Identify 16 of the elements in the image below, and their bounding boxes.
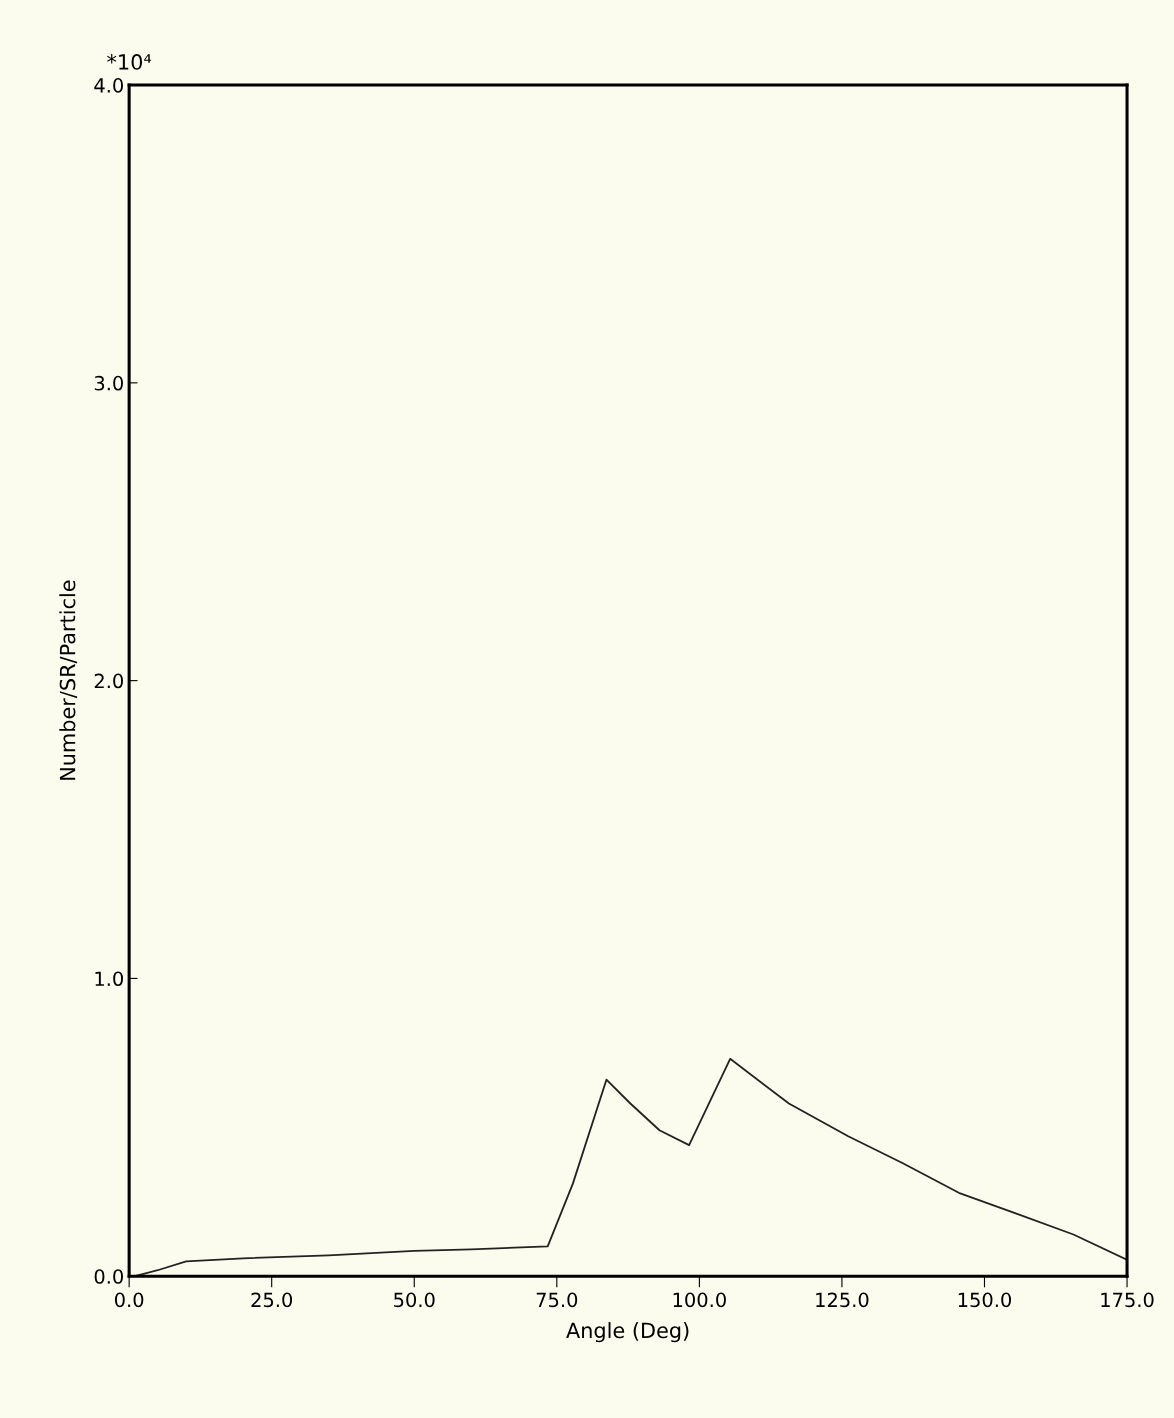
- x-tick-label: 125.0: [816, 1292, 869, 1308]
- y-tick-label: 2.0: [94, 673, 123, 689]
- x-tick-label: 175.0: [1101, 1292, 1154, 1308]
- y-axis-title: Number/SR/Particle: [59, 580, 78, 780]
- x-axis-title: Angle (Deg): [566, 1322, 689, 1343]
- text: *10⁴: [107, 54, 152, 70]
- y-tick-label: 1.0: [95, 971, 123, 987]
- x-tick-label: 0.0: [114, 1292, 144, 1308]
- y-tick-label: 0.0: [94, 1269, 123, 1284]
- x-tick-label: 50.0: [394, 1292, 435, 1308]
- x-tick-label: 100.0: [673, 1292, 726, 1308]
- y-tick-label: 4.0: [94, 78, 123, 93]
- x-tick-label: 75.0: [536, 1292, 578, 1308]
- x-tick-label: 25.0: [251, 1292, 293, 1308]
- y-tick-label: 3.0: [94, 375, 123, 391]
- x-tick-label: 150.0: [958, 1292, 1012, 1308]
